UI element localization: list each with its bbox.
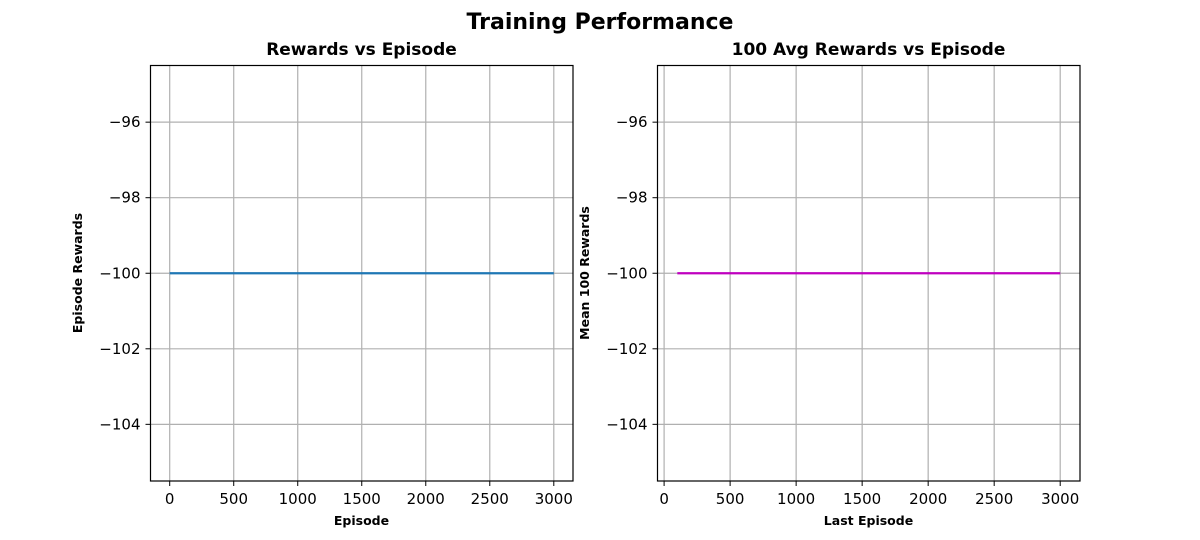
y-tick-label: −104 [99,415,140,433]
y-tick-label: −100 [606,264,647,282]
y-tick-label: −100 [99,264,140,282]
y-axis-label-rewards: Episode Rewards [70,213,85,333]
x-tick-label: 2000 [909,490,947,508]
x-tick-label: 0 [165,490,175,508]
x-tick-label: 2500 [471,490,509,508]
y-tick-label: −102 [606,340,647,358]
y-tick-label: −98 [616,189,648,207]
x-tick-label: 500 [716,490,745,508]
avg-rewards-subplot: 100 Avg Rewards vs Episode Last Episode … [577,40,1081,528]
x-axis-label-rewards: Episode [334,513,389,528]
x-tick-label: 2000 [407,490,445,508]
y-tick-label: −96 [109,113,141,131]
subplot-title-avg-rewards: 100 Avg Rewards vs Episode [732,40,1006,60]
x-axis-label-avg-rewards: Last Episode [824,513,913,528]
x-tick-label: 1500 [343,490,381,508]
x-tick-label: 3000 [1041,490,1079,508]
y-tick-label: −104 [606,415,647,433]
x-tick-label: 1000 [777,490,815,508]
x-tick-label: 1500 [843,490,881,508]
y-tick-label: −96 [616,113,648,131]
rewards-subplot: Rewards vs Episode Episode Episode Rewar… [70,40,574,528]
x-tick-label: 0 [659,490,669,508]
x-tick-label: 2500 [975,490,1013,508]
x-tick-label: 1000 [279,490,317,508]
y-tick-label: −102 [99,340,140,358]
figure-title: Training Performance [467,10,734,35]
y-axis-label-avg-rewards: Mean 100 Rewards [577,206,592,340]
subplot-title-rewards: Rewards vs Episode [266,40,457,60]
y-tick-label: −98 [109,189,141,207]
x-tick-label: 3000 [535,490,573,508]
x-tick-label: 500 [219,490,248,508]
